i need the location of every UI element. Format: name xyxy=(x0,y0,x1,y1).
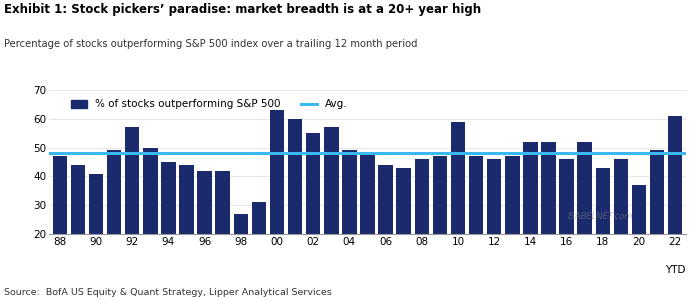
Bar xyxy=(451,122,466,292)
Bar xyxy=(324,128,339,292)
Bar xyxy=(360,153,374,292)
Bar xyxy=(668,116,682,292)
Bar xyxy=(596,168,610,292)
Bar xyxy=(578,142,592,292)
Bar xyxy=(197,171,212,292)
Bar xyxy=(614,159,628,292)
Bar xyxy=(179,165,194,292)
Bar xyxy=(379,165,393,292)
Bar xyxy=(234,214,248,292)
Legend: % of stocks outperforming S&P 500, Avg.: % of stocks outperforming S&P 500, Avg. xyxy=(67,95,352,113)
Bar xyxy=(523,142,538,292)
Bar xyxy=(89,173,104,292)
Bar xyxy=(469,156,483,292)
Bar xyxy=(433,156,447,292)
Bar xyxy=(650,151,664,292)
Bar xyxy=(414,159,429,292)
Text: Percentage of stocks outperforming S&P 500 index over a trailing 12 month period: Percentage of stocks outperforming S&P 5… xyxy=(4,39,417,49)
Bar xyxy=(52,156,67,292)
Text: Exhibit 1: Stock pickers’ paradise: market breadth is at a 20+ year high: Exhibit 1: Stock pickers’ paradise: mark… xyxy=(4,3,481,16)
Text: ISABELNET.com: ISABELNET.com xyxy=(567,212,633,221)
Bar xyxy=(559,159,574,292)
Bar xyxy=(270,110,284,292)
Bar xyxy=(541,142,556,292)
Bar xyxy=(252,202,266,292)
Bar xyxy=(125,128,139,292)
Bar xyxy=(161,162,176,292)
Bar xyxy=(396,168,411,292)
Text: Source:  BofA US Equity & Quant Strategy, Lipper Analytical Services: Source: BofA US Equity & Quant Strategy,… xyxy=(4,288,331,297)
Bar xyxy=(107,151,121,292)
Bar xyxy=(631,185,646,292)
Bar xyxy=(306,133,321,292)
Bar xyxy=(487,159,501,292)
Bar xyxy=(143,148,158,292)
Bar xyxy=(71,165,85,292)
Text: YTD: YTD xyxy=(665,265,685,275)
Bar xyxy=(342,151,356,292)
Bar xyxy=(216,171,230,292)
Bar xyxy=(288,119,302,292)
Bar xyxy=(505,156,519,292)
